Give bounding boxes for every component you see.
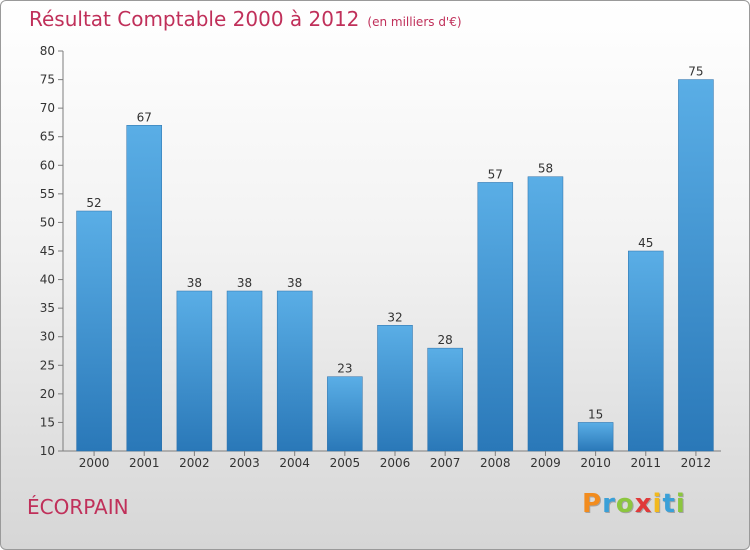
logo-letter: i <box>675 489 686 519</box>
x-tick-label-2004: 2004 <box>279 456 310 470</box>
data-label-2002: 38 <box>187 276 202 290</box>
y-tick-label: 35 <box>40 301 55 315</box>
bar-2009 <box>527 176 564 452</box>
chart-title: Résultat Comptable 2000 à 2012 (en millie… <box>29 7 462 31</box>
y-tick-label: 80 <box>40 44 55 58</box>
logo-letter: x <box>634 489 653 519</box>
x-tick-label-2002: 2002 <box>179 456 210 470</box>
logo-letter: P <box>582 489 603 519</box>
data-label-2004: 38 <box>287 276 302 290</box>
bar-2005 <box>327 376 363 452</box>
proxiti-logo[interactable]: Proxiti <box>582 489 686 519</box>
bar-2004 <box>276 290 313 452</box>
town-name: ÉCORPAIN <box>27 495 129 519</box>
y-tick-label: 40 <box>40 273 55 287</box>
data-label-2011: 45 <box>638 236 653 250</box>
logo-letter: o <box>615 489 635 519</box>
data-label-2005: 23 <box>337 362 352 376</box>
bar-2006 <box>377 325 413 452</box>
bar-2007 <box>427 347 463 452</box>
x-tick-label-2000: 2000 <box>79 456 110 470</box>
x-tick-label-2003: 2003 <box>229 456 260 470</box>
x-tick-label-2009: 2009 <box>530 456 561 470</box>
x-tick-label-2006: 2006 <box>380 456 411 470</box>
data-label-2010: 15 <box>588 407 603 421</box>
x-tick-label-2012: 2012 <box>681 456 712 470</box>
y-tick-label: 10 <box>40 444 55 458</box>
data-label-2001: 67 <box>137 110 152 124</box>
y-tick-label: 15 <box>40 415 55 429</box>
y-tick-label: 30 <box>40 330 55 344</box>
logo-letter: r <box>602 489 616 519</box>
logo-letter: i <box>652 489 663 519</box>
logo-letter: t <box>662 489 676 519</box>
bar-2001 <box>126 125 162 452</box>
bar-2012 <box>678 79 714 452</box>
x-axis-ticks: 2000 2001 2002 2003 2004 2005 2006 2007 2008 2009… <box>79 451 711 470</box>
bar-2010 <box>577 422 614 452</box>
y-tick-label: 50 <box>40 215 55 229</box>
x-tick-label-2010: 2010 <box>580 456 611 470</box>
data-label-2012: 75 <box>688 65 703 79</box>
chart-unit-note: (en milliers d'€) <box>367 15 462 29</box>
data-label-2008: 57 <box>488 167 503 181</box>
y-tick-label: 75 <box>40 73 55 87</box>
data-label-2007: 28 <box>438 333 453 347</box>
bar-2002 <box>176 290 213 452</box>
y-tick-label: 70 <box>40 101 55 115</box>
y-tick-label: 65 <box>40 130 55 144</box>
x-tick-label-2011: 2011 <box>630 456 661 470</box>
data-label-2003: 38 <box>237 276 252 290</box>
bar-2003 <box>226 290 263 452</box>
bar-2008 <box>477 182 514 452</box>
x-tick-label-2007: 2007 <box>430 456 461 470</box>
y-tick-label: 20 <box>40 387 55 401</box>
data-label-2006: 32 <box>387 310 402 324</box>
chart-title-text: Résultat Comptable 2000 à 2012 <box>29 7 360 31</box>
bars-group: 52 67 38 38 38 23 32 28 57 58 15 45 75 <box>76 65 714 452</box>
y-axis-ticks: 10 15 20 25 30 35 40 45 50 55 60 65 70 75 80 <box>40 44 63 458</box>
y-tick-label: 25 <box>40 358 55 372</box>
y-tick-label: 55 <box>40 187 55 201</box>
data-label-2000: 52 <box>86 196 101 210</box>
x-tick-label-2005: 2005 <box>330 456 361 470</box>
bar-2000 <box>76 210 112 452</box>
y-tick-label: 60 <box>40 158 55 172</box>
y-tick-label: 45 <box>40 244 55 258</box>
x-tick-label-2008: 2008 <box>480 456 511 470</box>
data-label-2009: 58 <box>538 162 553 176</box>
bar-2011 <box>628 250 664 452</box>
x-tick-label-2001: 2001 <box>129 456 160 470</box>
